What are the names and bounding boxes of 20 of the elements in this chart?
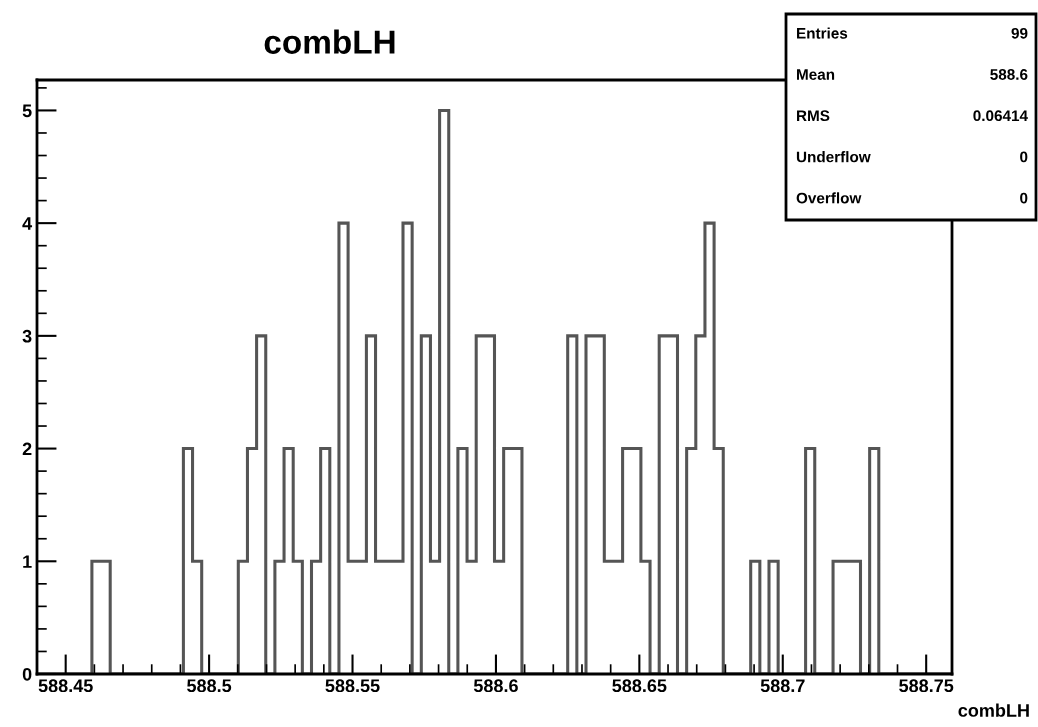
chart-title: combLH: [264, 29, 395, 54]
x-tick-label: 588.55: [325, 679, 380, 693]
x-tick-label: 588.7: [760, 679, 805, 693]
x-tick-label: 588.45: [38, 679, 93, 693]
y-tick-label: 3: [22, 329, 32, 343]
x-tick-label: 588.65: [612, 679, 667, 693]
y-tick-label: 0: [22, 667, 32, 681]
text: Underflow 0: [796, 151, 1028, 163]
x-tick-label: 588.75: [899, 679, 954, 693]
y-tick-label: 4: [22, 217, 33, 230]
x-axis-title: combLH: [958, 703, 1029, 717]
text: Mean 588.6: [797, 69, 1028, 80]
y-tick-label: 1: [23, 555, 32, 568]
y-tick-label: 2: [22, 442, 32, 456]
x-tick-label: 588.5: [187, 679, 232, 693]
text: RMS 0.06414: [797, 110, 1028, 122]
text: Overflow 0: [796, 192, 1028, 204]
y-tick-label: 5: [22, 104, 32, 118]
x-tick-label: 588.6: [473, 679, 518, 693]
text: Entries 99: [797, 27, 1028, 39]
